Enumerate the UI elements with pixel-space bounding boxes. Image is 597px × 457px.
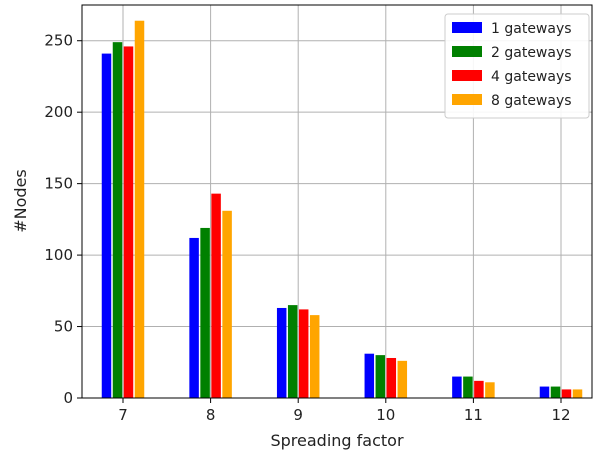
legend: 1 gateways 2 gateways 4 gateways 8 gateways <box>444 13 590 119</box>
bar <box>276 307 287 398</box>
bar <box>474 380 484 398</box>
bar <box>309 315 320 398</box>
y-tick-label: 200 <box>44 103 73 121</box>
legend-label: 4 gateways <box>491 69 572 85</box>
bar <box>101 53 112 399</box>
bar <box>452 376 462 398</box>
legend-swatch <box>452 46 482 57</box>
legend-swatch <box>452 94 482 105</box>
bar <box>222 210 232 398</box>
bar <box>397 360 408 398</box>
bars <box>101 20 583 399</box>
bar <box>561 389 572 398</box>
y-axis-label: #Nodes <box>11 169 30 233</box>
x-tick-label: 10 <box>376 406 395 424</box>
bar <box>134 20 145 398</box>
ticks: 7 8 9 10 11 12 0 50 100 150 200 250 <box>44 32 570 424</box>
bar <box>386 357 397 398</box>
y-tick-label: 100 <box>44 246 73 264</box>
y-tick-label: 250 <box>44 32 73 50</box>
legend-swatch <box>452 22 482 33</box>
bar <box>485 382 495 398</box>
y-tick-label: 0 <box>63 389 73 407</box>
bar <box>463 376 473 398</box>
legend-box <box>444 13 590 119</box>
plot-frame <box>81 4 593 399</box>
legend-swatch <box>452 70 482 81</box>
bar <box>572 389 583 398</box>
legend-label: 8 gateways <box>491 93 572 109</box>
bar <box>189 237 199 398</box>
x-tick-label: 9 <box>293 406 303 424</box>
bar <box>375 355 386 398</box>
bar <box>287 305 298 398</box>
x-tick-label: 7 <box>118 406 128 424</box>
bar <box>200 227 210 398</box>
bar <box>539 386 550 398</box>
x-tick-label: 11 <box>464 406 483 424</box>
x-tick-label: 12 <box>551 406 570 424</box>
x-tick-label: 8 <box>206 406 216 424</box>
bar <box>123 46 134 399</box>
y-tick-label: 150 <box>44 175 73 193</box>
bar <box>550 386 561 398</box>
legend-label: 2 gateways <box>491 45 572 61</box>
bar <box>112 42 123 398</box>
x-axis-label: Spreading factor <box>270 431 403 450</box>
legend-label: 1 gateways <box>491 21 572 37</box>
bar <box>364 353 375 398</box>
bar <box>211 193 221 398</box>
bar <box>298 309 309 398</box>
y-tick-label: 50 <box>54 318 73 336</box>
